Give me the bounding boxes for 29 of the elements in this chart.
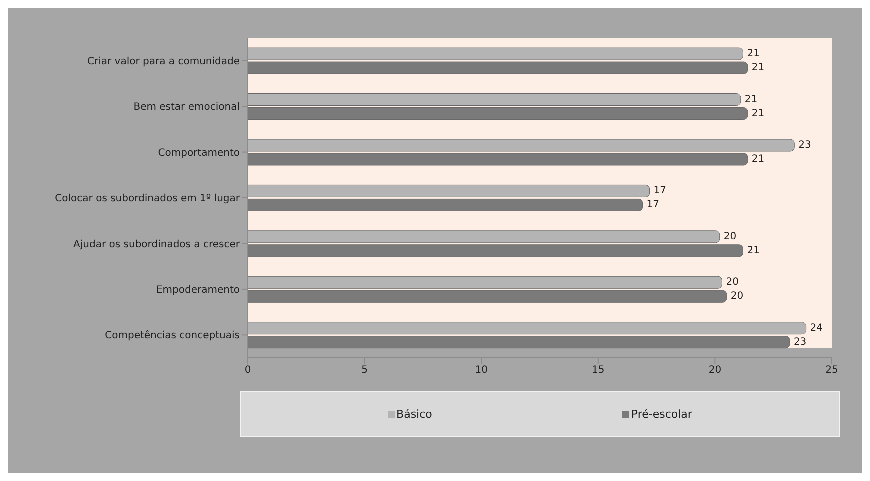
y-tick-label: Competências conceptuais bbox=[105, 330, 240, 342]
data-label: 21 bbox=[752, 154, 765, 165]
data-label: 21 bbox=[747, 245, 760, 256]
data-label: 20 bbox=[724, 231, 737, 242]
data-label: 17 bbox=[646, 200, 660, 211]
y-tick-label: Empoderamento bbox=[156, 284, 240, 296]
y-tick-label: Colocar os subordinados em 1º lugar bbox=[55, 194, 241, 205]
x-tick-label: 10 bbox=[475, 365, 488, 376]
data-label: 20 bbox=[730, 291, 744, 302]
y-tick-label: Criar valor para a comunidade bbox=[87, 56, 240, 68]
legend-label: Básico bbox=[396, 408, 432, 420]
data-label: 24 bbox=[810, 322, 824, 334]
data-label: 21 bbox=[744, 94, 758, 106]
y-tick-label: Comportamento bbox=[158, 148, 240, 159]
x-tick-label: 20 bbox=[708, 365, 722, 376]
x-tick-label: 5 bbox=[362, 365, 368, 376]
x-tick-label: 25 bbox=[826, 365, 838, 376]
y-tick-label: Ajudar os subordinados a crescer bbox=[74, 239, 241, 250]
data-label: 23 bbox=[794, 336, 807, 348]
data-label: 21 bbox=[752, 62, 765, 74]
data-label: 21 bbox=[752, 108, 765, 120]
y-tick-label: Bem estar emocional bbox=[134, 102, 240, 114]
x-tick-label: 15 bbox=[592, 365, 605, 376]
data-label: 17 bbox=[654, 186, 667, 197]
data-label: 23 bbox=[798, 140, 812, 151]
data-label: 21 bbox=[747, 48, 760, 60]
legend-label: Pré-escolar bbox=[630, 408, 692, 420]
data-label: 20 bbox=[726, 277, 739, 288]
x-tick-label: 0 bbox=[244, 365, 252, 376]
